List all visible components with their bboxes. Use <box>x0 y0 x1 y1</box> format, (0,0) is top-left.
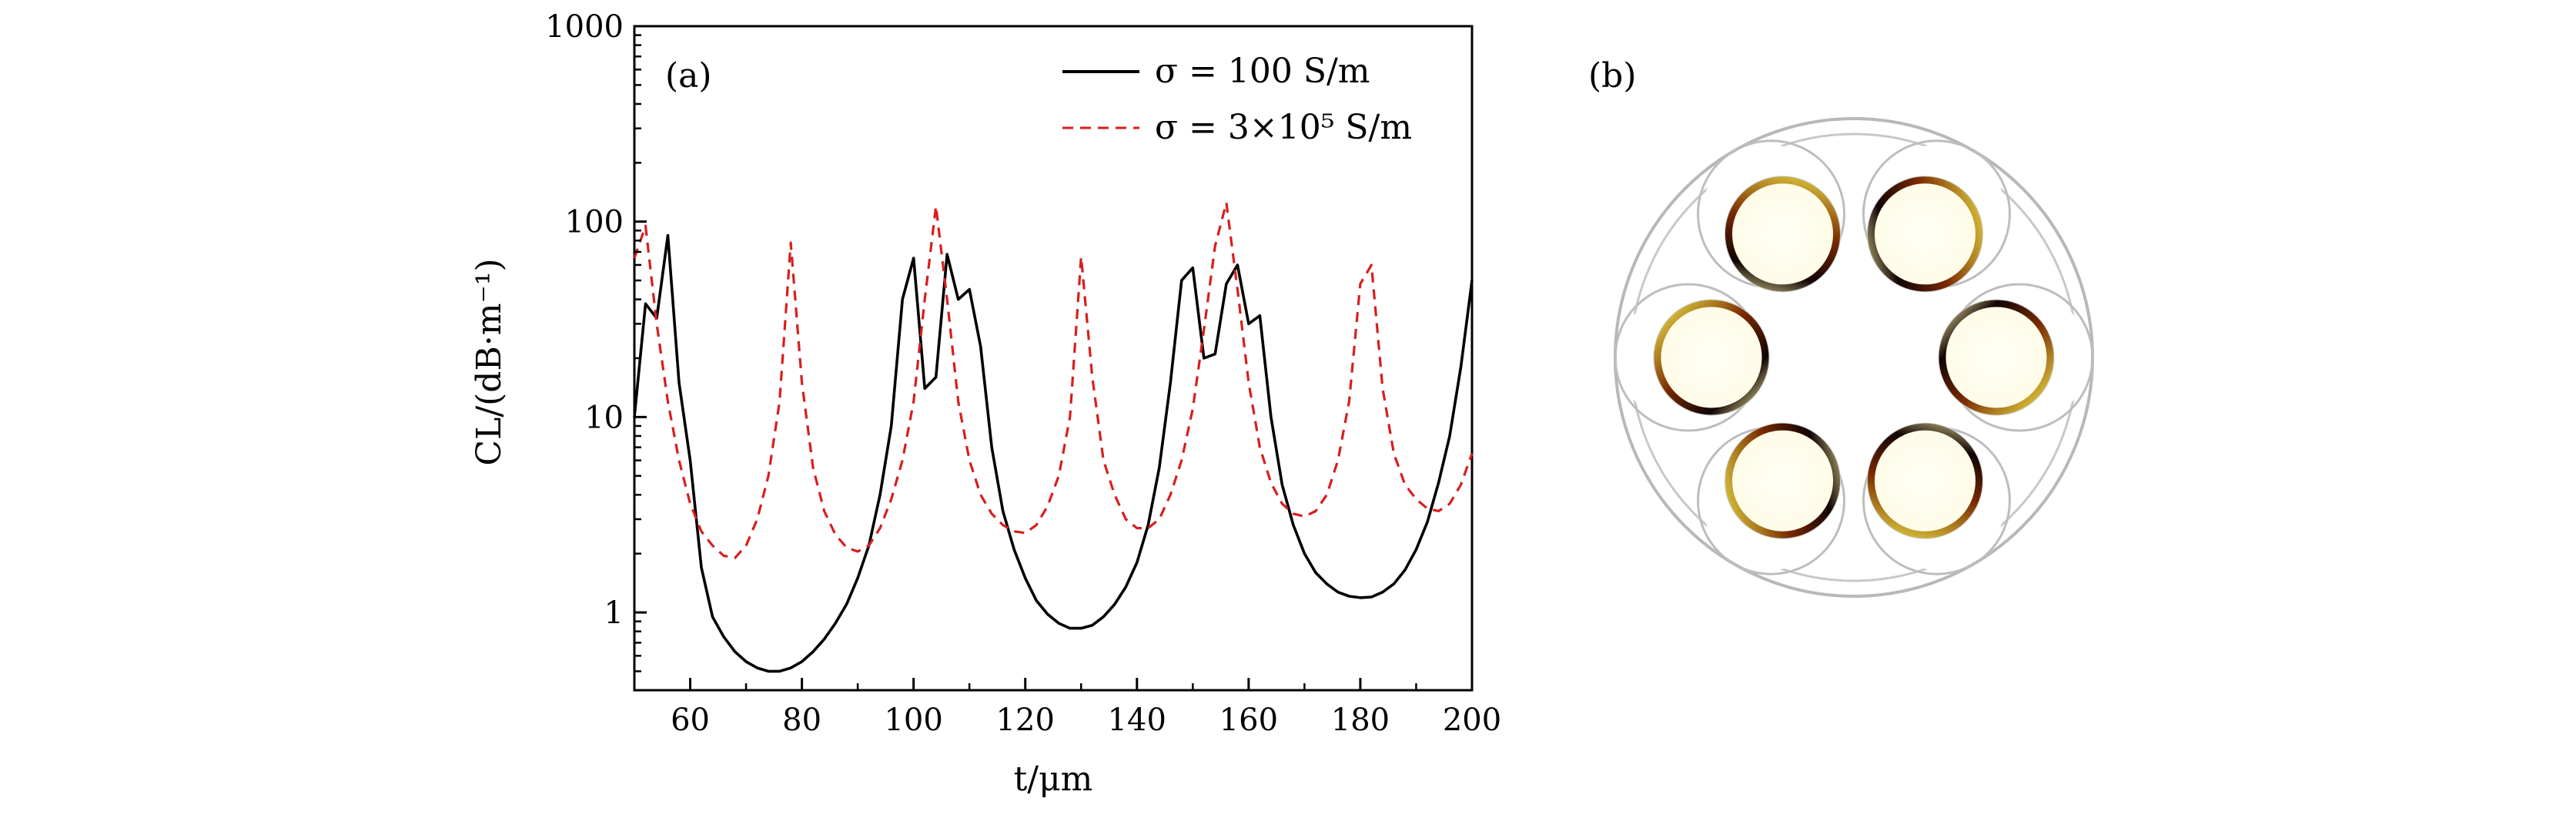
capillary-mode-field <box>1868 423 1982 538</box>
legend-label-series-2: σ = 3×10⁵ S/m <box>1155 108 1412 147</box>
capillary-mode-field <box>1868 176 1982 292</box>
x-tick-label: 200 <box>1443 703 1501 738</box>
capillary-mode-field <box>1725 423 1840 538</box>
capillary-rings <box>1653 176 2055 539</box>
panel-a-line-chart: 60 80 100 120 140 160 180 200 1 10 100 1000 (a) σ … <box>470 9 1501 799</box>
x-tick-label: 180 <box>1331 703 1390 738</box>
series-line-2 <box>633 201 1474 559</box>
legend: σ = 100 S/m σ = 3×10⁵ S/m <box>1062 52 1412 147</box>
x-axis: 60 80 100 120 140 160 180 200 <box>633 678 1501 738</box>
capillary-mode-field <box>1654 300 1769 415</box>
y-tick-label: 10 <box>584 400 624 435</box>
panel-label-a: (a) <box>665 56 712 96</box>
panel-b-fiber-cross-section: (b) <box>1588 56 2094 598</box>
x-tick-label: 160 <box>1219 703 1278 738</box>
x-tick-label: 120 <box>996 703 1055 738</box>
x-axis-title: t/μm <box>1014 760 1093 799</box>
capillary-mode-field <box>1725 176 1840 292</box>
panel-label-b: (b) <box>1588 56 1637 96</box>
x-tick-label: 60 <box>671 703 710 738</box>
y-axis-title: CL/(dB·m⁻¹) <box>470 258 509 465</box>
series-line-1 <box>633 233 1474 673</box>
series-layer <box>633 201 1474 673</box>
y-tick-label: 100 <box>565 205 624 240</box>
x-tick-label: 100 <box>884 703 942 738</box>
legend-label-series-1: σ = 100 S/m <box>1155 52 1370 91</box>
capillary-mode-field <box>1939 300 2054 415</box>
x-tick-label: 80 <box>782 703 821 738</box>
y-tick-label: 1 <box>604 595 624 631</box>
x-tick-label: 140 <box>1108 703 1166 738</box>
y-axis: 1 10 100 1000 <box>545 9 647 692</box>
y-tick-label: 1000 <box>545 9 624 45</box>
